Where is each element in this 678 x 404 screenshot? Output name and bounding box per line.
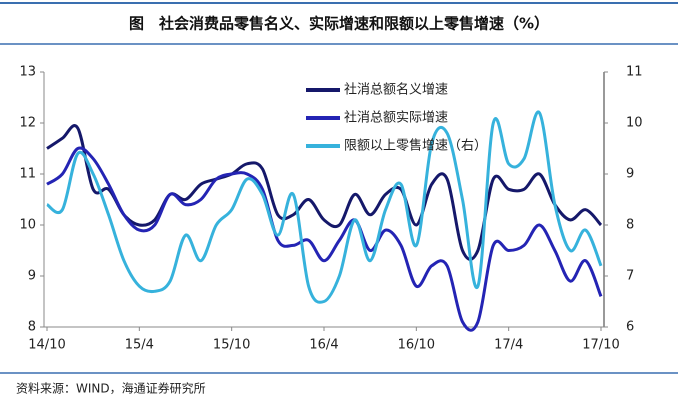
legend-label: 社消总额实际增速 — [344, 110, 448, 126]
legend-label: 限额以上零售增速（右） — [344, 138, 487, 154]
y-tick-label: 10 — [19, 218, 36, 233]
series-line — [46, 146, 603, 332]
y2-tick-label: 9 — [626, 167, 634, 182]
source: 资料来源：WIND，海通证券研究所 — [16, 381, 206, 396]
y2-tick-label: 6 — [626, 320, 634, 335]
series-line — [46, 110, 603, 304]
x-tick-label: 16/4 — [309, 338, 338, 353]
y2-tick-label: 11 — [626, 65, 643, 80]
chart-title: 图 社会消费品零售名义、实际增速和限额以上零售增速（%） — [129, 15, 549, 33]
y-tick-label: 13 — [19, 65, 36, 80]
x-tick-label: 17/10 — [582, 338, 619, 353]
legend-label: 社消总额名义增速 — [344, 82, 448, 98]
y2-tick-label: 8 — [626, 218, 634, 233]
x-tick-label: 17/4 — [494, 338, 523, 353]
y-tick-label: 9 — [28, 269, 36, 284]
series-line — [46, 124, 603, 261]
x-tick-label: 15/10 — [213, 338, 250, 353]
y-tick-label: 12 — [19, 116, 36, 131]
x-tick-label: 14/10 — [28, 338, 65, 353]
y-tick-label: 11 — [19, 167, 36, 182]
y2-tick-label: 7 — [626, 269, 634, 284]
x-tick-label: 15/4 — [125, 338, 154, 353]
y-tick-label: 8 — [28, 320, 36, 335]
x-tick-label: 16/10 — [398, 338, 435, 353]
y2-tick-label: 10 — [626, 116, 643, 131]
